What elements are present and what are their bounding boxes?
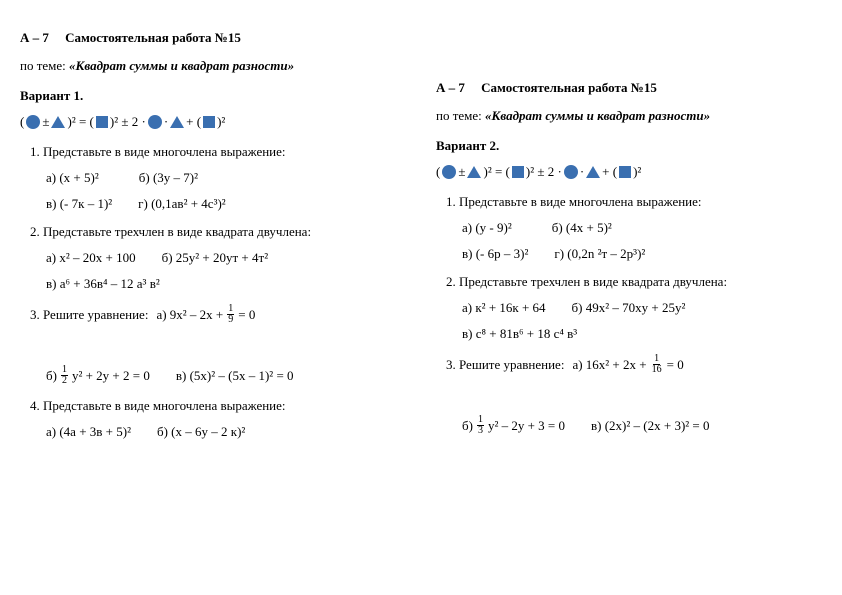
- task-title: 2. Представьте трехчлен в виде квадрата …: [446, 274, 822, 290]
- task-2-1: 1. Представьте в виде многочлена выражен…: [436, 194, 822, 262]
- topic-left: по теме: «Квадрат суммы и квадрат разнос…: [20, 58, 406, 74]
- t3b: б) 1 2 y² + 2y + 2 = 0: [46, 365, 150, 386]
- t2a: а) к² + 16к + 64: [462, 300, 546, 316]
- circle-icon: [148, 115, 162, 129]
- identity-formula-2: ( ± )² = ( )² ± 2 · · + ( )²: [436, 164, 822, 180]
- t3b: б) 1 3 y² – 2y + 3 = 0: [462, 415, 565, 436]
- fraction-icon: 1 2: [61, 365, 68, 386]
- task-2-3: 3. Решите уравнение: а) 16x² + 2x + 1 16…: [436, 354, 822, 436]
- formula-mid2: )² ± 2 ·: [110, 114, 146, 130]
- t3a: а) 16x² + 2x + 1 16 = 0: [572, 354, 683, 375]
- t1a: а) (x + 5)²: [46, 170, 99, 186]
- grade-prefix: А – 7: [20, 30, 49, 45]
- task-title: 3. Решите уравнение:: [446, 357, 564, 373]
- t3v: в) (2x)² – (2x + 3)² = 0: [591, 418, 710, 434]
- frac-den: 2: [61, 376, 68, 386]
- t3a: а) 9x² – 2x + 1 9 = 0: [156, 304, 255, 325]
- formula-mid2: )² ± 2 ·: [526, 164, 562, 180]
- square-icon: [203, 116, 215, 128]
- triangle-icon: [586, 166, 600, 178]
- paren-open: (: [436, 164, 440, 180]
- topic-prefix: по теме:: [20, 58, 66, 73]
- square-icon: [619, 166, 631, 178]
- plus-open: + (: [186, 114, 201, 130]
- t2v: в) a⁶ + 36в⁴ – 12 a³ в²: [46, 276, 160, 292]
- task-title: 3. Решите уравнение:: [30, 307, 148, 323]
- worksheet-page: А – 7 Самостоятельная работа №15 по теме…: [0, 0, 842, 482]
- dot-sign: ·: [164, 114, 168, 130]
- triangle-icon: [51, 116, 65, 128]
- task-title: 4. Представьте в виде многочлена выражен…: [30, 398, 406, 414]
- task-1-2: 2. Представьте трехчлен в виде квадрата …: [20, 224, 406, 292]
- t2b: б) 49x² – 70xy + 25y²: [572, 300, 686, 316]
- topic-prefix: по теме:: [436, 108, 482, 123]
- t3a-pre: а) 9x² – 2x +: [156, 307, 223, 323]
- task-title: 1. Представьте в виде многочлена выражен…: [30, 144, 406, 160]
- identity-formula-1: ( ± )² = ( )² ± 2 · · + ( )²: [20, 114, 406, 130]
- dot-sign: ·: [580, 164, 584, 180]
- close2: )²: [633, 164, 641, 180]
- square-icon: [96, 116, 108, 128]
- header-left: А – 7 Самостоятельная работа №15: [20, 30, 406, 46]
- t3a-post: = 0: [667, 357, 684, 373]
- circle-icon: [26, 115, 40, 129]
- task-2-2: 2. Представьте трехчлен в виде квадрата …: [436, 274, 822, 342]
- fraction-icon: 1 16: [651, 354, 663, 375]
- t2a: а) x² – 20x + 100: [46, 250, 136, 266]
- t3v: в) (5x)² – (5x – 1)² = 0: [176, 368, 294, 384]
- t3b-mid: y² + 2y + 2 = 0: [72, 368, 150, 384]
- t1g: г) (0,2n ²т – 2p³)²: [554, 246, 645, 262]
- t2v: в) c⁸ + 81в⁶ + 18 c⁴ в³: [462, 326, 577, 342]
- frac-den: 9: [227, 315, 234, 325]
- t3a-pre: а) 16x² + 2x +: [572, 357, 646, 373]
- square-icon: [512, 166, 524, 178]
- t1v: в) (- 6p – 3)²: [462, 246, 528, 262]
- t2b: б) 25y² + 20yт + 4т²: [162, 250, 269, 266]
- t3b-pre: б): [46, 368, 57, 384]
- formula-mid1: )² = (: [67, 114, 93, 130]
- t1g: г) (0,1aв² + 4c³)²: [138, 196, 226, 212]
- close2: )²: [217, 114, 225, 130]
- pm-sign: ±: [458, 164, 465, 180]
- variant-2-column: А – 7 Самостоятельная работа №15 по теме…: [436, 30, 822, 452]
- triangle-icon: [170, 116, 184, 128]
- topic-name: «Квадрат суммы и квадрат разности»: [69, 58, 294, 73]
- topic-name: «Квадрат суммы и квадрат разности»: [485, 108, 710, 123]
- fraction-icon: 1 9: [227, 304, 234, 325]
- fraction-icon: 1 3: [477, 415, 484, 436]
- variant-1-column: А – 7 Самостоятельная работа №15 по теме…: [20, 30, 406, 452]
- circle-icon: [442, 165, 456, 179]
- task-title: 2. Представьте трехчлен в виде квадрата …: [30, 224, 406, 240]
- plus-open: + (: [602, 164, 617, 180]
- task-1-1: 1. Представьте в виде многочлена выражен…: [20, 144, 406, 212]
- pm-sign: ±: [42, 114, 49, 130]
- task-1-4: 4. Представьте в виде многочлена выражен…: [20, 398, 406, 440]
- task-1-3: 3. Решите уравнение: а) 9x² – 2x + 1 9 =…: [20, 304, 406, 386]
- t4b: б) (x – 6y – 2 к)²: [157, 424, 245, 440]
- task-title: 1. Представьте в виде многочлена выражен…: [446, 194, 822, 210]
- work-title: Самостоятельная работа №15: [481, 80, 657, 95]
- t3b-pre: б): [462, 418, 473, 434]
- t1b: б) (4x + 5)²: [552, 220, 612, 236]
- t1v: в) (- 7к – 1)²: [46, 196, 112, 212]
- paren-open: (: [20, 114, 24, 130]
- t1a: а) (y - 9)²: [462, 220, 512, 236]
- triangle-icon: [467, 166, 481, 178]
- t3b-mid: y² – 2y + 3 = 0: [488, 418, 565, 434]
- t1b: б) (3y – 7)²: [139, 170, 198, 186]
- variant-1-label: Вариант 1.: [20, 88, 406, 104]
- t4a: а) (4a + 3в + 5)²: [46, 424, 131, 440]
- formula-mid1: )² = (: [483, 164, 509, 180]
- t3a-post: = 0: [238, 307, 255, 323]
- topic-right: по теме: «Квадрат суммы и квадрат разнос…: [436, 108, 822, 124]
- header-right: А – 7 Самостоятельная работа №15: [436, 80, 822, 96]
- work-title: Самостоятельная работа №15: [65, 30, 241, 45]
- grade-prefix: А – 7: [436, 80, 465, 95]
- frac-den: 3: [477, 426, 484, 436]
- circle-icon: [564, 165, 578, 179]
- frac-den: 16: [651, 365, 663, 375]
- variant-2-label: Вариант 2.: [436, 138, 822, 154]
